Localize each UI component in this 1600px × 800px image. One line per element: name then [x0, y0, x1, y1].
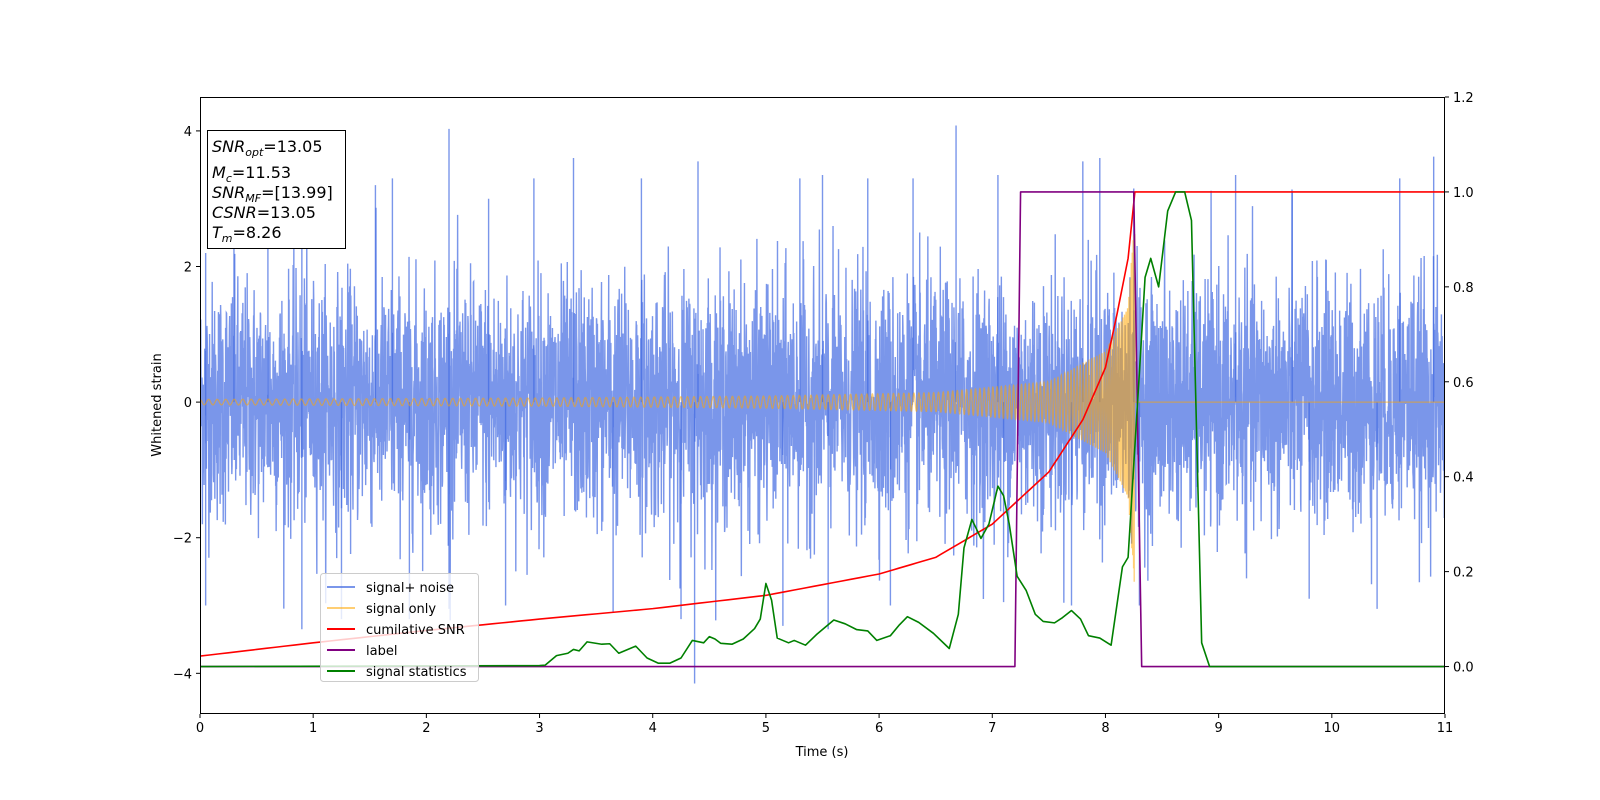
series-signal-statistics-line: [200, 191, 1445, 668]
plot-frame: [200, 97, 1445, 714]
y-axis-label: Whitened strain: [150, 353, 165, 456]
x-tick-label: 7: [988, 721, 996, 736]
x-axis-ticks: 0 1 2 3 4 5 6 7 8 9 10 11: [196, 714, 1453, 736]
x-tick-label: 5: [762, 721, 770, 736]
legend-entry-label: signal only: [366, 602, 436, 617]
y2-tick-label: 0.8: [1453, 281, 1474, 296]
info-symbol: SNR: [212, 137, 245, 156]
x-tick-label: 6: [875, 721, 883, 736]
y2-tick-label: 1.0: [1453, 186, 1474, 201]
y-axis-ticks: −4 −2 0 2 4: [173, 125, 200, 682]
series-signal-noise-spikes: [204, 125, 1435, 684]
y-tick-label: 0: [184, 396, 192, 411]
series-label-line: [200, 191, 1445, 668]
x-tick-label: 2: [422, 721, 430, 736]
info-value: =11.53: [232, 163, 291, 182]
x-tick-label: 8: [1101, 721, 1109, 736]
info-box-line: SNRMF=[13.99]: [212, 183, 333, 205]
info-symbol: SNR: [212, 183, 245, 202]
y2-axis-ticks: 0.0 0.2 0.4 0.6 0.8 1.0 1.2: [1445, 91, 1474, 676]
y-tick-label: −4: [173, 667, 192, 682]
legend-entry-label: label: [366, 644, 397, 659]
series-signal-noise-line: [200, 189, 1445, 621]
x-tick-label: 1: [309, 721, 317, 736]
y-tick-label: 2: [184, 261, 192, 276]
info-box-line: Mc=11.53: [212, 163, 291, 185]
info-value: =[13.99]: [261, 183, 333, 202]
x-tick-label: 0: [196, 721, 204, 736]
y-tick-label: 4: [184, 125, 192, 140]
x-tick-label: 3: [535, 721, 543, 736]
info-symbol: M: [212, 163, 226, 182]
info-box-line: Tm=8.26: [212, 223, 282, 245]
info-symbol: CSNR: [212, 203, 257, 222]
info-subscript: opt: [245, 146, 264, 159]
info-subscript: m: [222, 232, 233, 245]
x-tick-label: 10: [1324, 721, 1341, 736]
legend: signal+ noise signal only cumilative SNR la…: [320, 573, 479, 682]
info-value: =13.05: [257, 203, 316, 222]
info-box-frame: [207, 130, 346, 249]
info-box-line: SNRopt=13.05: [212, 137, 323, 159]
legend-entry-label: signal+ noise: [366, 581, 454, 596]
series-cumilative-snr-line: [200, 191, 1445, 657]
x-tick-label: 11: [1437, 721, 1454, 736]
y2-tick-label: 0.4: [1453, 471, 1474, 486]
legend-entry-label: cumilative SNR: [366, 623, 465, 638]
info-value: =8.26: [233, 223, 282, 242]
info-value: =13.05: [263, 137, 322, 156]
info-box-line: CSNR=13.05: [212, 203, 316, 222]
series-layer: [200, 125, 1445, 684]
y2-tick-label: 0.6: [1453, 376, 1474, 391]
y-tick-label: −2: [173, 532, 192, 547]
x-tick-label: 9: [1214, 721, 1222, 736]
y2-tick-label: 0.0: [1453, 661, 1474, 676]
y2-tick-label: 0.2: [1453, 566, 1474, 581]
series-signal-only-line: [200, 234, 1445, 582]
info-subscript: c: [226, 172, 232, 185]
y2-tick-label: 1.2: [1453, 91, 1474, 106]
info-box: SNRopt=13.05Mc=11.53SNRMF=[13.99]CSNR=13…: [207, 130, 346, 249]
x-axis-label: Time (s): [795, 745, 849, 760]
info-subscript: MF: [245, 192, 261, 205]
legend-entry-label: signal statistics: [366, 665, 467, 680]
info-symbol: T: [212, 223, 223, 242]
x-tick-label: 4: [649, 721, 657, 736]
legend-frame: [320, 573, 479, 682]
